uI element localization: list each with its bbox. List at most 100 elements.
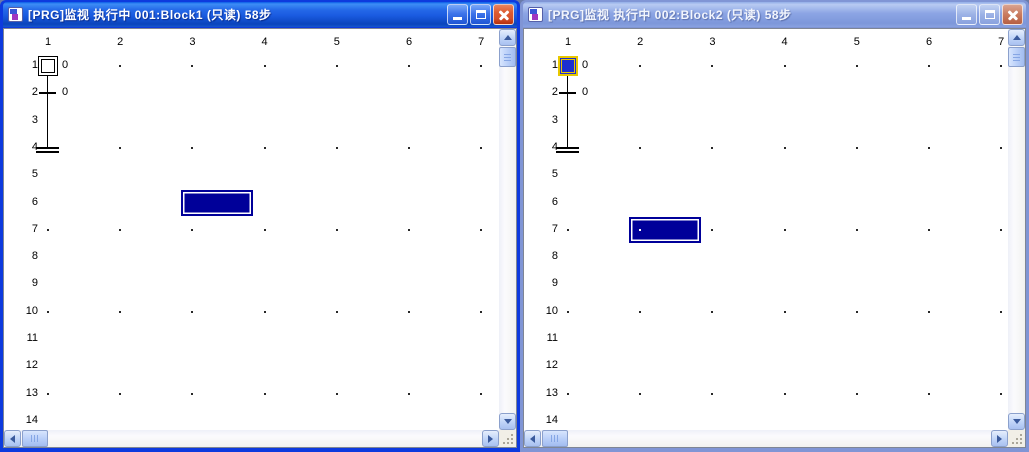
row-label: 9	[551, 277, 558, 290]
grid-dot	[408, 146, 410, 149]
grid-dot	[928, 392, 930, 395]
sfc-grid-canvas[interactable]: 1 2 3 4 5 6 7 1 2 3 4 5 6 7 8 9 10 11 12 13 14 0 0	[524, 29, 1008, 430]
row-label: 11	[546, 332, 558, 344]
row-label: 12	[545, 359, 558, 372]
icon-sfc-mark	[12, 14, 18, 20]
grid-dot	[855, 310, 858, 313]
grid-dot	[408, 228, 410, 231]
col-label: 4	[261, 36, 268, 48]
close-icon	[1007, 9, 1019, 21]
col-label: 1	[564, 36, 572, 48]
grid-dot	[928, 146, 930, 149]
grid-dot	[408, 392, 410, 395]
horizontal-scrollbar[interactable]	[524, 430, 1008, 447]
grid-dot	[47, 310, 49, 313]
vertical-scroll-thumb[interactable]	[499, 47, 516, 67]
grid-dot	[783, 65, 786, 67]
maximize-button[interactable]	[470, 4, 491, 25]
horizontal-scroll-thumb[interactable]	[22, 430, 48, 447]
sfc-initial-step[interactable]	[38, 56, 58, 76]
grid-dot	[119, 146, 122, 149]
grid-dot	[335, 228, 338, 231]
vertical-scrollbar[interactable]	[1008, 29, 1025, 430]
row-label: 5	[551, 168, 558, 181]
sfc-transition-symbol[interactable]	[39, 92, 56, 94]
horizontal-scrollbar[interactable]	[4, 430, 499, 447]
window-controls	[956, 4, 1023, 25]
scroll-down-button[interactable]	[1008, 413, 1025, 430]
col-label: 6	[405, 36, 413, 48]
row-label: 11	[26, 332, 38, 344]
sfc-client-area: 1 2 3 4 5 6 7 1 2 3 4 5 6 7 8 9 10 11 12 13 14 0 0	[3, 28, 517, 448]
row-label: 10	[25, 304, 38, 317]
row-label: 2	[551, 86, 558, 99]
step-number-label: 0	[62, 59, 69, 71]
selection-cursor[interactable]	[181, 189, 254, 216]
grid-dot	[855, 146, 858, 149]
initial-step-inner-frame	[41, 59, 55, 73]
col-label: 6	[925, 36, 933, 48]
grid-dot	[711, 146, 714, 149]
arrow-left-icon	[530, 434, 535, 443]
close-button[interactable]	[493, 4, 514, 25]
row-label: 8	[551, 250, 558, 263]
grid-dot	[335, 65, 338, 67]
row-label: 7	[31, 222, 38, 235]
col-label: 2	[117, 36, 124, 48]
arrow-up-icon	[503, 35, 512, 40]
sfc-program-icon[interactable]	[528, 7, 543, 22]
titlebar[interactable]: [PRG]监视 执行中 002:Block2 (只读) 58步	[523, 2, 1026, 27]
sfc-jump-end-symbol[interactable]	[556, 147, 579, 155]
icon-sfc-mark	[532, 14, 538, 20]
scroll-right-button[interactable]	[482, 430, 499, 447]
row-label: 6	[551, 195, 558, 208]
sfc-initial-step[interactable]	[558, 56, 578, 76]
scroll-up-button[interactable]	[1008, 29, 1025, 46]
close-icon	[498, 9, 510, 21]
grid-dot	[191, 228, 194, 231]
grid-dot	[47, 228, 49, 231]
scroll-up-button[interactable]	[499, 29, 516, 46]
arrow-up-icon	[1012, 35, 1021, 40]
resize-grip[interactable]	[499, 430, 516, 447]
col-label: 4	[781, 36, 788, 48]
grid-dot	[711, 310, 714, 313]
resize-grip[interactable]	[1008, 430, 1025, 447]
arrow-down-icon	[503, 419, 512, 424]
grid-dot	[263, 146, 266, 149]
scroll-right-button[interactable]	[991, 430, 1008, 447]
row-label: 4	[31, 140, 38, 153]
icon-page-header	[530, 9, 537, 14]
selection-cursor[interactable]	[629, 216, 702, 243]
scroll-left-button[interactable]	[4, 430, 21, 447]
grid-dot	[1000, 228, 1003, 231]
arrow-right-icon	[488, 434, 493, 443]
vertical-scrollbar[interactable]	[499, 29, 516, 430]
row-label: 12	[25, 359, 38, 372]
grid-dot	[783, 392, 786, 395]
minimize-button[interactable]	[447, 4, 468, 25]
sfc-transition-symbol[interactable]	[559, 92, 576, 94]
vertical-scroll-thumb[interactable]	[1008, 47, 1025, 67]
sfc-program-icon[interactable]	[8, 7, 23, 22]
icon-page-header	[10, 9, 17, 14]
grid-dot	[263, 392, 266, 395]
grid-dot	[1000, 392, 1003, 395]
sfc-grid-canvas[interactable]: 1 2 3 4 5 6 7 1 2 3 4 5 6 7 8 9 10 11 12 13 14 0 0	[4, 29, 499, 430]
col-label: 5	[853, 36, 860, 48]
minimize-button[interactable]	[956, 4, 977, 25]
close-button[interactable]	[1002, 4, 1023, 25]
maximize-button[interactable]	[979, 4, 1000, 25]
grid-dot	[783, 228, 786, 231]
col-label: 7	[998, 36, 1005, 48]
col-label: 1	[44, 36, 52, 48]
arrow-left-icon	[10, 434, 15, 443]
initial-step-inner-frame	[561, 59, 575, 73]
grid-dot	[855, 65, 858, 67]
sfc-connector-line	[47, 76, 48, 147]
titlebar[interactable]: [PRG]监视 执行中 001:Block1 (只读) 58步	[3, 2, 517, 27]
scroll-left-button[interactable]	[524, 430, 541, 447]
horizontal-scroll-thumb[interactable]	[542, 430, 568, 447]
sfc-jump-end-symbol[interactable]	[36, 147, 59, 155]
scroll-down-button[interactable]	[499, 413, 516, 430]
